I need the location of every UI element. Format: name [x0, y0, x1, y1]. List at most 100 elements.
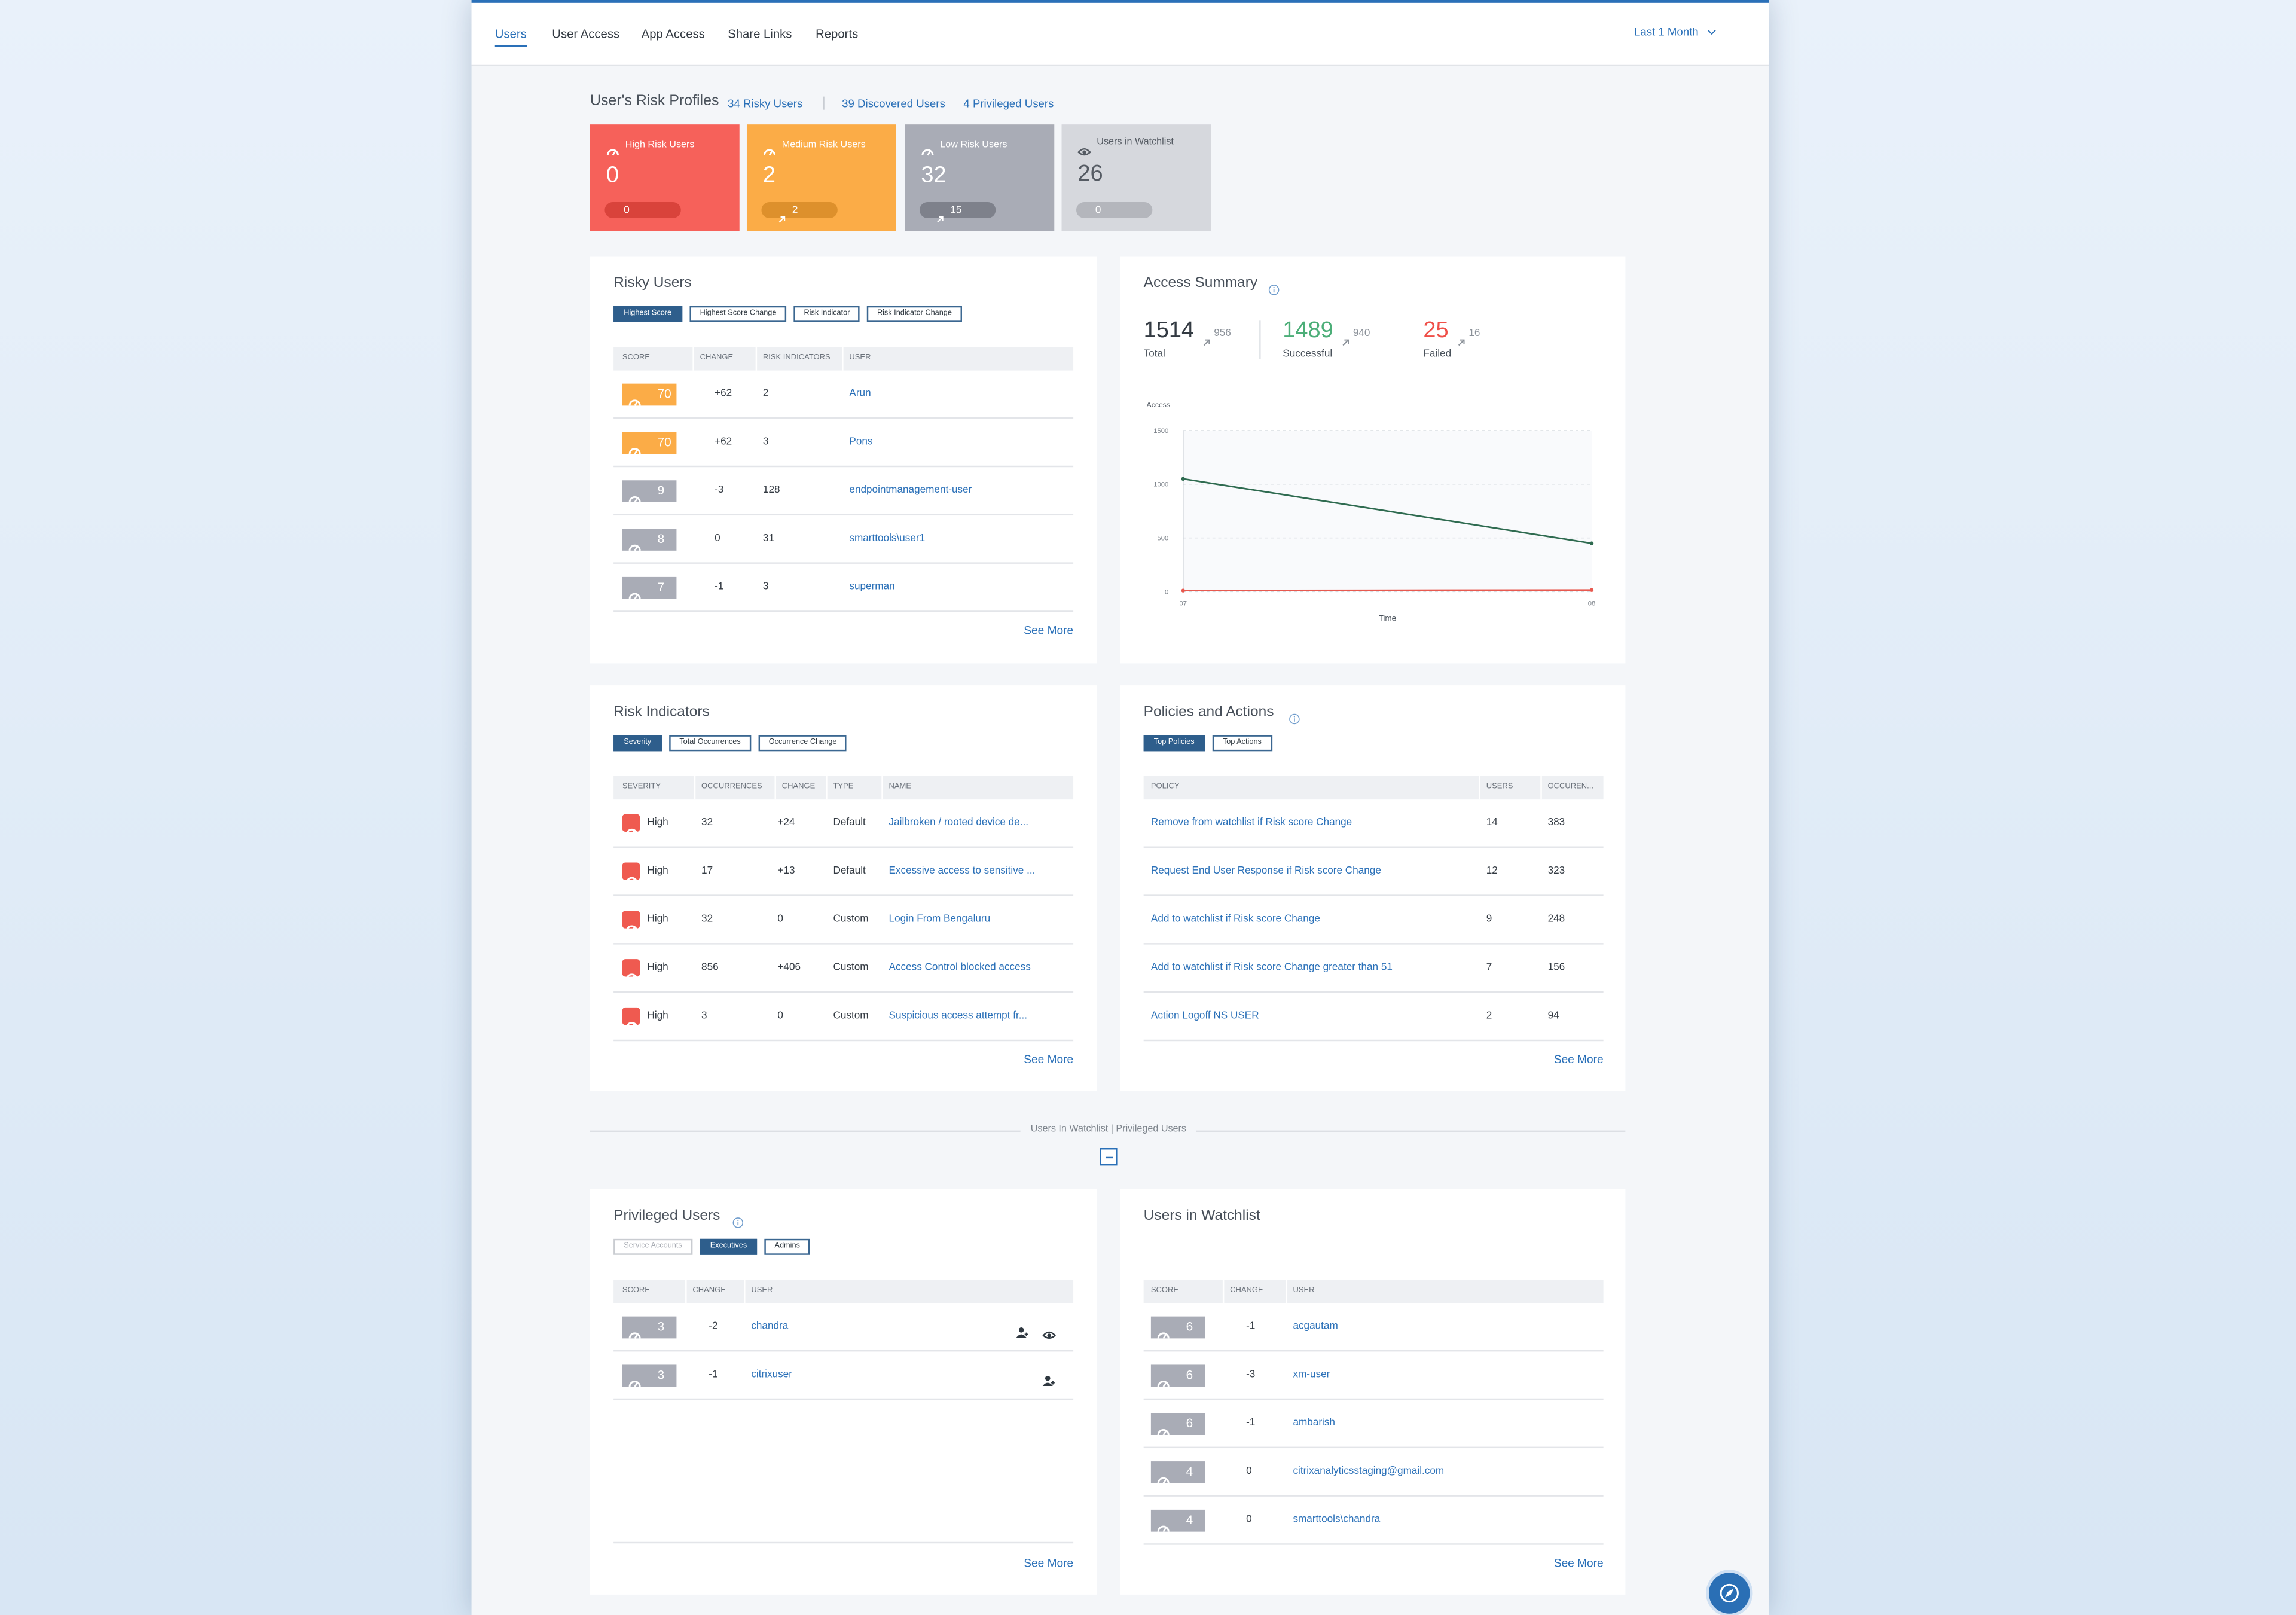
user-link[interactable]: Access Control blocked access: [889, 963, 1031, 973]
icon-part: [628, 399, 641, 405]
filter-button[interactable]: Risk Indicator: [793, 306, 860, 322]
column-header: CHANGE: [1230, 1286, 1263, 1295]
filter-button[interactable]: Admins: [764, 1238, 811, 1255]
user-link[interactable]: endpointmanagement-user: [849, 485, 972, 496]
user-link[interactable]: Arun: [849, 389, 871, 399]
score-value: 4: [1186, 1512, 1193, 1528]
filter-button[interactable]: Highest Score Change: [689, 306, 787, 322]
collapse-button[interactable]: [1100, 1148, 1118, 1166]
filter-button[interactable]: Top Actions: [1212, 735, 1272, 752]
icon-part: [630, 926, 635, 932]
icon-part: [1273, 286, 1275, 289]
y-axis-label: Access: [1147, 401, 1170, 409]
nav-tab[interactable]: Users: [494, 27, 527, 47]
filter-button[interactable]: Occurrence Change: [758, 735, 847, 752]
risk-card[interactable]: Low Risk Users 32 15: [905, 124, 1055, 231]
score-badge: 70: [622, 431, 677, 454]
y-tick-label: 500: [1158, 535, 1169, 542]
nav-tab[interactable]: App Access: [641, 26, 705, 41]
severity-text: High: [647, 963, 668, 973]
icon-part: [937, 215, 944, 222]
profile-link[interactable]: 39 Discovered Users: [842, 97, 945, 111]
card-value: 32: [921, 163, 947, 188]
see-more-link[interactable]: See More: [1024, 1053, 1074, 1067]
period-select[interactable]: Last 1 Month: [1634, 26, 1716, 38]
user-link[interactable]: smarttools\user1: [849, 533, 926, 544]
card-icon: [606, 139, 619, 163]
user-link[interactable]: superman: [849, 582, 895, 593]
cell-text: Custom: [833, 963, 869, 973]
user-link[interactable]: Request End User Response if Risk score …: [1150, 866, 1381, 877]
column-separator: [1479, 776, 1480, 800]
cell-text: Default: [833, 866, 866, 877]
panel: Risky Users Highest Score Highest Score Ch…: [590, 256, 1097, 664]
user-link[interactable]: smarttools\chandra: [1293, 1515, 1381, 1525]
table-header: [613, 1280, 1074, 1303]
cell-text: 31: [762, 533, 775, 544]
filter-button[interactable]: Risk Indicator Change: [866, 306, 963, 322]
icon-part: [1458, 338, 1465, 345]
icon-part: [732, 1217, 744, 1228]
risk-card[interactable]: High Risk Users 0 0: [590, 124, 740, 231]
icon-part: [628, 592, 641, 599]
icon-part: [1157, 1332, 1170, 1338]
cell-text: +24: [777, 817, 795, 828]
user-link[interactable]: Excessive access to sensitive ...: [889, 866, 1036, 877]
user-link[interactable]: Login From Bengaluru: [889, 914, 991, 925]
user-link[interactable]: ambarish: [1293, 1418, 1335, 1428]
user-link[interactable]: Remove from watchlist if Risk score Chan…: [1150, 817, 1352, 828]
see-more-link[interactable]: See More: [1024, 1556, 1074, 1570]
link-separator: [823, 96, 825, 110]
see-more-link[interactable]: See More: [1553, 1556, 1604, 1570]
card-change: 2: [792, 205, 798, 216]
score-icon: [628, 582, 642, 605]
profile-link[interactable]: 4 Privileged Users: [963, 97, 1054, 111]
filter-button[interactable]: Executives: [700, 1238, 758, 1255]
score-badge: 6: [1150, 1364, 1205, 1387]
icon-part: [1707, 30, 1716, 35]
filter-button[interactable]: Service Accounts: [613, 1238, 692, 1255]
score-badge: 3: [622, 1364, 677, 1387]
user-link[interactable]: Add to watchlist if Risk score Change: [1150, 914, 1320, 925]
nav-tab[interactable]: User Access: [552, 26, 620, 41]
see-more-link[interactable]: See More: [1553, 1053, 1604, 1067]
user-link[interactable]: xm-user: [1293, 1370, 1330, 1381]
nav-tab[interactable]: Reports: [816, 26, 859, 41]
icon-part: [1051, 1381, 1055, 1385]
assist-button[interactable]: [1708, 1573, 1750, 1614]
user-link[interactable]: Pons: [849, 437, 873, 448]
user-action-icon[interactable]: [1016, 1321, 1030, 1344]
filter-button[interactable]: Total Occurrences: [669, 735, 751, 752]
user-link[interactable]: Add to watchlist if Risk score Change gr…: [1150, 963, 1393, 973]
filter-button[interactable]: Highest Score: [613, 306, 682, 322]
user-link[interactable]: Action Logoff NS USER: [1150, 1011, 1259, 1022]
user-link[interactable]: Suspicious access attempt fr...: [889, 1011, 1028, 1022]
panel-title: Policies and Actions: [1143, 704, 1274, 721]
see-more-link[interactable]: See More: [1024, 624, 1074, 637]
card-label: High Risk Users: [625, 140, 695, 151]
risk-card[interactable]: Users in Watchlist 26 0: [1061, 124, 1211, 231]
nav-tab[interactable]: Share Links: [728, 26, 792, 41]
cell-text: 0: [1246, 1466, 1252, 1477]
column-separator: [744, 1280, 746, 1303]
filter-button[interactable]: Top Policies: [1143, 735, 1205, 752]
user-link[interactable]: acgautam: [1293, 1321, 1338, 1332]
cell-text: 248: [1547, 914, 1565, 925]
user-link[interactable]: citrixanalyticsstaging@gmail.com: [1293, 1466, 1445, 1477]
column-header: NAME: [889, 782, 912, 792]
icon-part: [1289, 713, 1300, 725]
filter-button[interactable]: Severity: [613, 735, 662, 752]
icon-part: [625, 1021, 637, 1028]
cell-text: +13: [777, 866, 795, 877]
user-link[interactable]: citrixuser: [751, 1370, 792, 1381]
cell-text: 128: [762, 485, 780, 496]
user-action-icon[interactable]: [1042, 1369, 1056, 1393]
panel-title: Risky Users: [613, 275, 692, 292]
profile-link[interactable]: 34 Risky Users: [728, 97, 803, 111]
collapse-minus: [1104, 1156, 1113, 1158]
user-link[interactable]: chandra: [751, 1321, 789, 1332]
risk-card[interactable]: Medium Risk Users 2 2: [746, 124, 896, 231]
user-link[interactable]: Jailbroken / rooted device de...: [889, 817, 1029, 828]
watch-action-icon[interactable]: [1042, 1322, 1057, 1345]
icon-part: [1082, 150, 1086, 154]
